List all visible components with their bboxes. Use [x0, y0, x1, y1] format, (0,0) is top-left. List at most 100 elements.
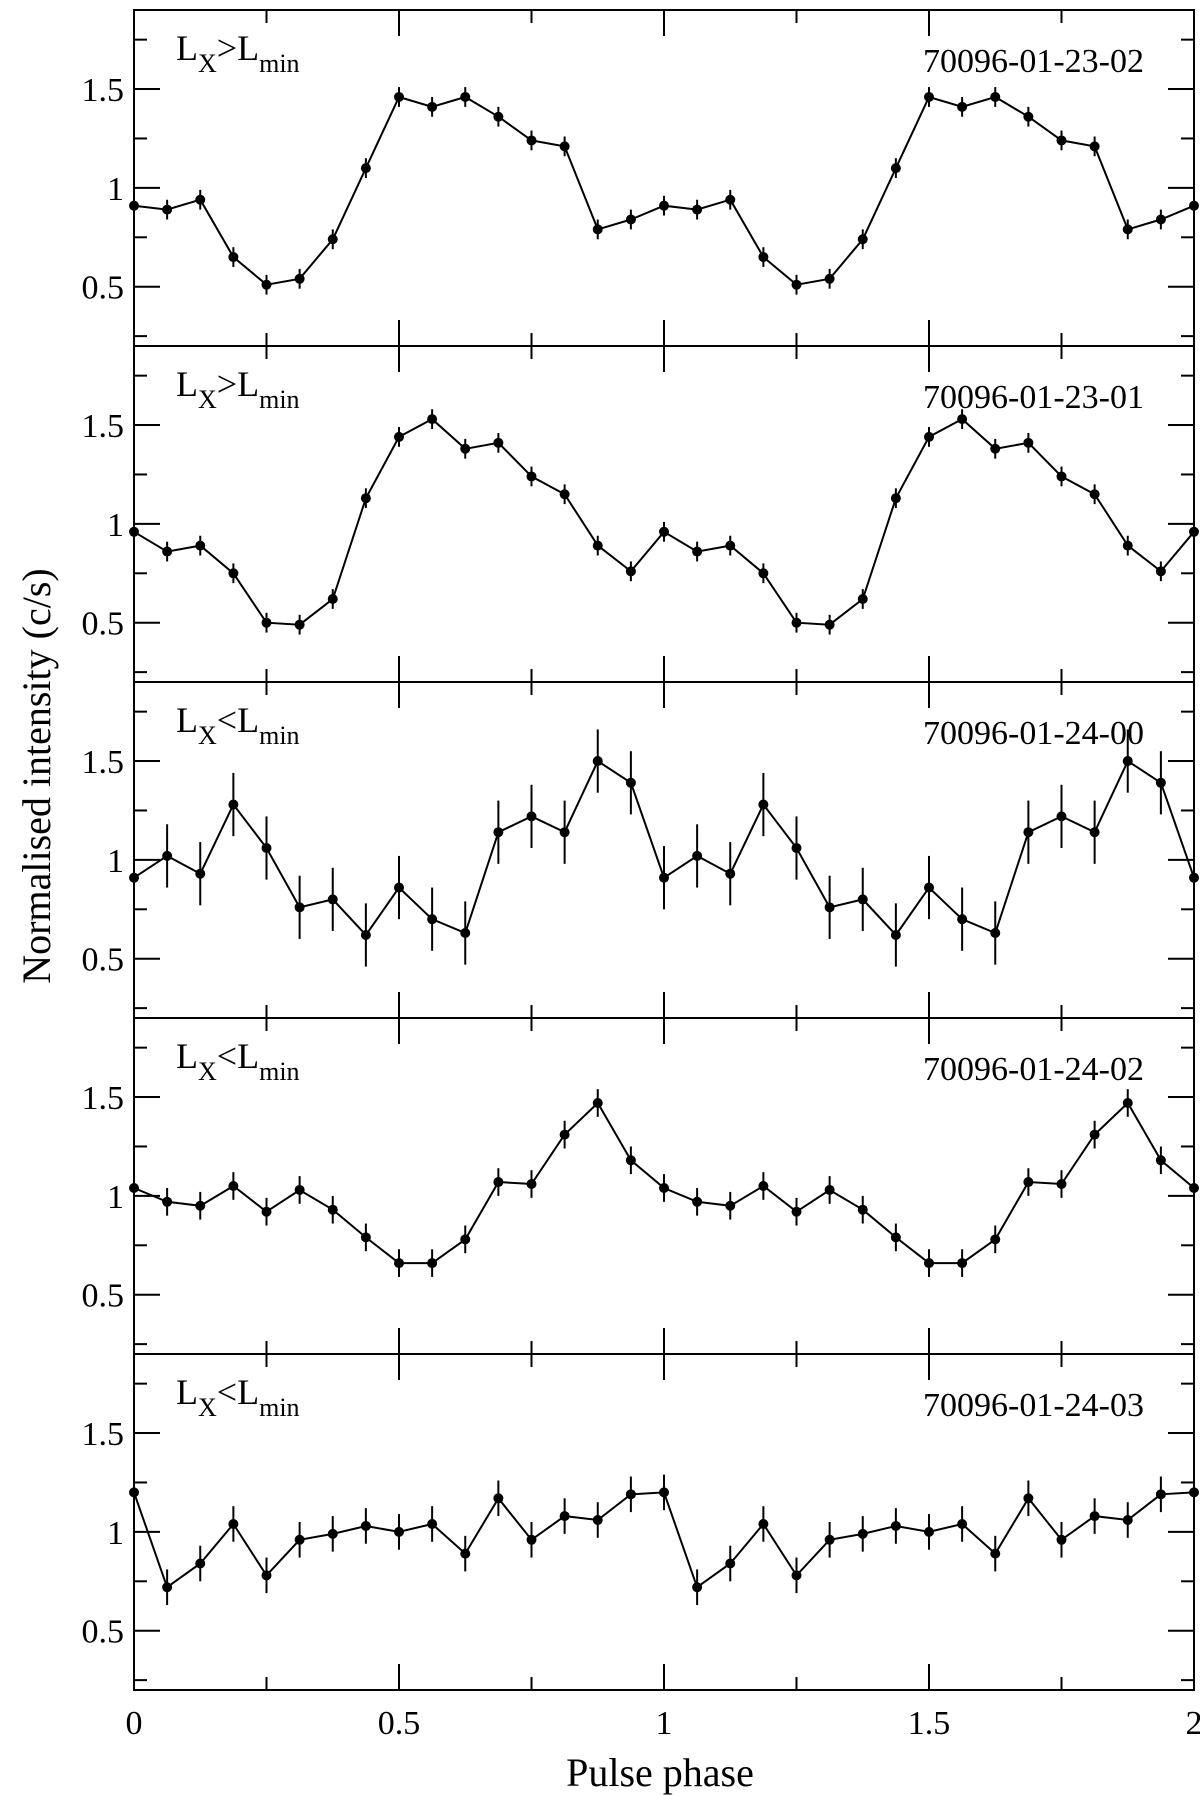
panel-1: 0.511.5LX>Lmin 70096-01-23-02 [82, 9, 1199, 347]
panel-2: 0.511.5LX>Lmin 70096-01-23-01 [82, 345, 1199, 683]
data-point [327, 1528, 338, 1539]
data-point [625, 1489, 636, 1500]
data-point [327, 234, 338, 245]
y-tick-label: 0.5 [82, 1278, 125, 1315]
y-tick-label: 0.5 [82, 606, 125, 643]
data-point [990, 443, 1001, 454]
data-point [791, 1206, 802, 1217]
data-point [924, 91, 934, 102]
data-point [526, 1179, 537, 1190]
data-point [493, 827, 504, 838]
x-tick-label: 2 [1186, 1705, 1200, 1742]
data-point [890, 1520, 901, 1531]
data-point [162, 204, 173, 215]
data-point [957, 914, 968, 925]
data-point [162, 546, 173, 557]
label-part: L [237, 28, 259, 68]
data-point [1155, 1489, 1166, 1500]
data-point [1155, 1155, 1166, 1166]
data-point [824, 273, 835, 284]
data-point [692, 204, 703, 215]
data-point [559, 1129, 570, 1140]
data-point [990, 1548, 1001, 1559]
data-point [394, 91, 404, 102]
y-tick-label: 1 [107, 1179, 124, 1216]
data-point [1189, 1487, 1199, 1498]
label-part: min [259, 721, 299, 750]
data-point [228, 252, 239, 263]
data-point [427, 101, 438, 112]
label-part: X [198, 1393, 217, 1422]
y-tick-label: 1.5 [82, 72, 125, 109]
data-point [360, 163, 371, 174]
data-point [195, 540, 206, 551]
data-point [261, 1206, 272, 1217]
label-part: L [237, 364, 259, 404]
data-point [592, 756, 603, 767]
y-tick-label: 1.5 [82, 1416, 125, 1453]
data-point [1189, 200, 1199, 211]
data-point [493, 111, 504, 122]
data-point [427, 1258, 438, 1269]
data-point [195, 868, 206, 879]
label-part: X [198, 385, 217, 414]
y-tick-label: 1 [107, 171, 124, 208]
data-point [1122, 540, 1133, 551]
data-point [360, 1520, 371, 1531]
data-point [162, 850, 173, 861]
data-point [559, 489, 570, 500]
data-point [129, 1182, 139, 1193]
data-point [294, 1534, 305, 1545]
label-part: < [217, 1036, 237, 1076]
y-tick-label: 1.5 [82, 1080, 125, 1117]
data-point [890, 163, 901, 174]
data-point [857, 234, 868, 245]
data-point [460, 1548, 471, 1559]
data-point [1056, 1534, 1067, 1545]
data-point [957, 1258, 968, 1269]
label-part: < [217, 700, 237, 740]
data-point [559, 827, 570, 838]
x-axis-label: Pulse phase [566, 1750, 754, 1795]
data-point [592, 1097, 603, 1108]
data-point [1023, 437, 1034, 448]
label-part: L [176, 1372, 198, 1412]
data-point [460, 1234, 471, 1245]
data-point [129, 872, 139, 883]
data-point [327, 593, 338, 604]
data-point [592, 224, 603, 235]
label-part: X [198, 721, 217, 750]
label-part: < [217, 1372, 237, 1412]
luminosity-condition-label: LX<Lmin [176, 1372, 300, 1422]
panel-3: 0.511.5LX<Lmin 70096-01-24-00 [82, 681, 1199, 1019]
data-point [460, 928, 471, 939]
data-point [294, 619, 305, 630]
observation-id-label: 70096-01-24-00 [923, 715, 1144, 752]
data-point [625, 1155, 636, 1166]
data-point [890, 1232, 901, 1243]
data-point [394, 882, 404, 893]
data-point [427, 414, 438, 425]
observation-id-label: 70096-01-23-02 [923, 43, 1144, 80]
data-point [758, 252, 769, 263]
data-point [493, 1493, 504, 1504]
data-point [924, 1526, 934, 1537]
y-tick-label: 1 [107, 843, 124, 880]
label-part: > [217, 28, 237, 68]
data-point [1023, 827, 1034, 838]
y-tick-label: 0.5 [82, 1614, 125, 1651]
data-point [890, 929, 901, 940]
data-point [791, 843, 802, 854]
data-point [857, 593, 868, 604]
data-point [659, 1182, 669, 1193]
data-point [824, 1184, 835, 1195]
data-point [1089, 141, 1100, 152]
data-point [228, 1518, 239, 1529]
data-point [526, 471, 537, 482]
label-part: > [217, 364, 237, 404]
data-point [559, 1511, 570, 1522]
data-point [1189, 872, 1199, 883]
y-tick-label: 0.5 [82, 270, 125, 307]
data-point [1089, 1511, 1100, 1522]
x-tick-label: 1.5 [908, 1705, 951, 1742]
